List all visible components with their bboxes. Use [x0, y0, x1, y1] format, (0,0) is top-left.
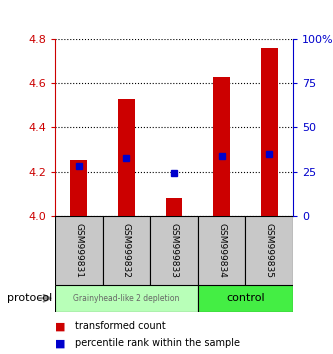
- Text: GSM999831: GSM999831: [74, 223, 83, 278]
- Bar: [150, 216, 198, 285]
- Text: ■: ■: [55, 321, 66, 331]
- Text: GSM999834: GSM999834: [217, 223, 226, 278]
- Bar: [118, 99, 135, 216]
- Bar: [103, 216, 150, 285]
- Bar: [70, 160, 87, 216]
- Bar: [213, 76, 230, 216]
- Text: transformed count: transformed count: [75, 321, 166, 331]
- Bar: [261, 48, 278, 216]
- Text: control: control: [226, 293, 265, 303]
- Text: Grainyhead-like 2 depletion: Grainyhead-like 2 depletion: [73, 294, 179, 303]
- Bar: [245, 216, 293, 285]
- Text: ■: ■: [55, 338, 66, 348]
- Text: GSM999835: GSM999835: [265, 223, 274, 278]
- Bar: [55, 285, 198, 312]
- Text: protocol: protocol: [7, 293, 52, 303]
- Bar: [166, 198, 182, 216]
- Text: percentile rank within the sample: percentile rank within the sample: [75, 338, 240, 348]
- Bar: [198, 285, 293, 312]
- Text: GSM999833: GSM999833: [169, 223, 178, 278]
- Bar: [55, 216, 103, 285]
- Text: GSM999832: GSM999832: [122, 223, 131, 278]
- Bar: [198, 216, 245, 285]
